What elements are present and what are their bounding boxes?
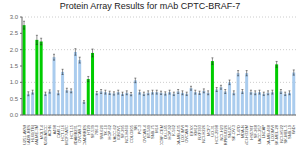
svg-text:LNCAP: LNCAP [261, 125, 267, 139]
svg-text:UACC-257: UACC-257 [257, 125, 263, 145]
svg-text:HT29: HT29 [85, 125, 91, 135]
svg-text:IGROV1: IGROV1 [115, 125, 121, 141]
svg-text:2.5: 2.5 [10, 30, 19, 36]
svg-text:786-0: 786-0 [94, 125, 100, 136]
svg-text:HL60(TB): HL60(TB) [30, 125, 36, 143]
html-text:Protein Array Results for mAb: Protein Array Results for mAb CPTC-BRAF-… [59, 1, 241, 11]
svg-text:SF-539: SF-539 [90, 125, 96, 139]
svg-text:PC-3: PC-3 [137, 125, 143, 135]
svg-text:0.5: 0.5 [10, 96, 19, 102]
svg-text:MOLT-4: MOLT-4 [38, 125, 44, 140]
svg-text:HCT-15: HCT-15 [68, 125, 74, 139]
svg-text:UACC-62: UACC-62 [111, 125, 117, 143]
svg-text:HOP-92: HOP-92 [167, 125, 173, 140]
svg-text:LOX IMVI: LOX IMVI [180, 125, 185, 143]
svg-text:SF-295: SF-295 [120, 125, 126, 139]
svg-text:MCF7/ATC: MCF7/ATC [64, 125, 70, 145]
svg-text:SR: SR [133, 125, 138, 131]
svg-text:1.0: 1.0 [10, 79, 19, 85]
svg-text:HCT-116: HCT-116 [60, 125, 66, 141]
svg-text:CAKI-1: CAKI-1 [55, 125, 61, 138]
svg-text:DU-145: DU-145 [162, 125, 168, 139]
svg-text:NCI-H522: NCI-H522 [278, 125, 284, 143]
svg-text:SN12C: SN12C [227, 125, 233, 138]
svg-text:T-47D: T-47D [235, 125, 241, 136]
svg-text:NCI-H23: NCI-H23 [218, 125, 224, 141]
svg-text:HCC-2998: HCC-2998 [214, 125, 220, 144]
svg-text:MCF7: MCF7 [205, 125, 211, 136]
svg-text:1.5: 1.5 [10, 63, 19, 69]
svg-text:0.0: 0.0 [10, 112, 19, 118]
svg-text:TK-10: TK-10 [103, 125, 108, 136]
svg-text:ACHN: ACHN [47, 125, 53, 137]
svg-text:OVCAR-8: OVCAR-8 [184, 125, 190, 143]
svg-text:HS578T: HS578T [248, 125, 254, 140]
svg-text:KM12: KM12 [192, 125, 198, 136]
svg-text:UO-31: UO-31 [210, 125, 215, 137]
svg-text:BT-549: BT-549 [145, 125, 151, 138]
svg-text:WiDr: WiDr [291, 124, 292, 134]
svg-text:SF-268: SF-268 [252, 125, 258, 139]
svg-text:SNB-75: SNB-75 [150, 125, 156, 139]
svg-text:OVCAR-3: OVCAR-3 [77, 125, 83, 143]
svg-text:OVCAR-4: OVCAR-4 [141, 125, 147, 143]
svg-text:3.0: 3.0 [10, 14, 19, 20]
svg-text:EKVX: EKVX [188, 125, 194, 136]
svg-text:RXF393: RXF393 [197, 125, 203, 140]
svg-text:NCI-H226: NCI-H226 [201, 125, 207, 143]
svg-text:SW-620: SW-620 [98, 125, 104, 140]
svg-text:HOP-62: HOP-62 [107, 125, 113, 140]
svg-text:2.0: 2.0 [10, 47, 19, 53]
svg-text:SK-OV-3: SK-OV-3 [231, 125, 237, 141]
svg-text:NCI-H460: NCI-H460 [124, 125, 130, 143]
svg-text:COLO205: COLO205 [128, 125, 134, 143]
svg-text:MDA-N: MDA-N [240, 125, 245, 139]
svg-text:M14: M14 [154, 125, 160, 133]
svg-text:K-562: K-562 [171, 125, 177, 136]
svg-text:LOXIMVI: LOXIMVI [270, 125, 275, 142]
svg-text:SK-MEL-5: SK-MEL-5 [282, 125, 288, 144]
svg-text:A498: A498 [51, 125, 57, 135]
